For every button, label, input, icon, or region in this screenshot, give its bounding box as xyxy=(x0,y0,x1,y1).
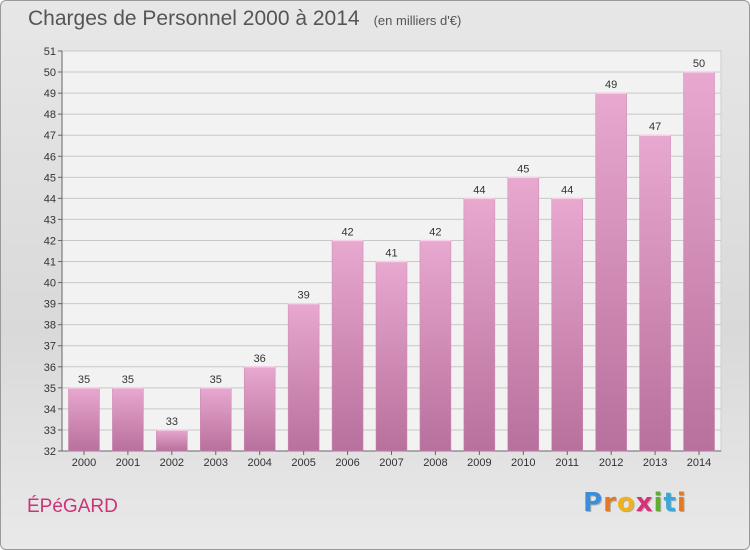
x-tick-label: 2011 xyxy=(555,457,579,469)
chart-subtitle: (en milliers d'€) xyxy=(373,13,462,28)
logo-letter: i xyxy=(653,488,664,518)
place-name: ÉPéGARD xyxy=(27,496,118,517)
bar xyxy=(287,303,320,452)
value-label: 35 xyxy=(122,374,134,386)
x-tick-label: 2003 xyxy=(204,457,228,469)
x-tick-label: 2007 xyxy=(379,457,403,469)
y-tick-label: 49 xyxy=(44,88,56,100)
x-tick-label: 2006 xyxy=(335,457,359,469)
y-tick-label: 46 xyxy=(44,151,56,163)
value-label: 42 xyxy=(429,226,441,238)
x-tick-label: 2002 xyxy=(160,457,184,469)
x-tick-label: 2012 xyxy=(599,457,623,469)
logo-letter: t xyxy=(663,488,677,518)
y-tick-label: 38 xyxy=(44,320,56,332)
x-tick-label: 2008 xyxy=(423,457,447,469)
y-tick-label: 42 xyxy=(44,235,56,247)
bar xyxy=(112,387,144,452)
y-tick-label: 37 xyxy=(44,341,56,353)
x-tick-label: 2000 xyxy=(72,457,96,469)
y-tick-label: 32 xyxy=(44,446,56,458)
bar xyxy=(639,134,671,452)
bar xyxy=(419,240,452,452)
y-tick-label: 45 xyxy=(44,172,56,184)
value-label: 44 xyxy=(473,184,485,196)
x-tick-label: 2009 xyxy=(467,457,491,469)
x-tick-label: 2010 xyxy=(511,457,535,469)
y-tick-label: 34 xyxy=(44,404,56,416)
y-tick-label: 47 xyxy=(44,130,56,142)
value-label: 44 xyxy=(561,184,573,196)
y-tick-label: 43 xyxy=(44,214,56,226)
bar xyxy=(507,177,540,452)
value-label: 39 xyxy=(298,290,310,302)
x-tick-label: 2004 xyxy=(247,457,271,469)
y-tick-label: 44 xyxy=(44,193,56,205)
value-label: 50 xyxy=(693,58,705,70)
value-label: 41 xyxy=(385,248,397,260)
bar xyxy=(375,261,408,452)
value-label: 47 xyxy=(649,121,661,133)
y-tick-label: 51 xyxy=(44,46,56,58)
y-tick-label: 35 xyxy=(44,383,56,395)
chart-title: Charges de Personnel 2000 à 2014 (en mill… xyxy=(28,7,461,31)
y-tick-label: 48 xyxy=(44,109,56,121)
y-tick-label: 33 xyxy=(44,425,56,437)
value-label: 42 xyxy=(341,226,353,238)
x-tick-label: 2005 xyxy=(291,457,315,469)
bar xyxy=(200,387,232,452)
value-label: 33 xyxy=(166,416,178,428)
y-tick-label: 36 xyxy=(44,362,56,374)
value-label: 35 xyxy=(78,374,90,386)
proxiti-logo: Proxiti xyxy=(583,488,687,518)
bar xyxy=(156,429,188,452)
y-tick-label: 41 xyxy=(44,257,56,269)
logo-letter: i xyxy=(676,488,687,518)
value-label: 49 xyxy=(605,79,617,91)
x-tick-label: 2013 xyxy=(643,457,667,469)
bar xyxy=(595,92,627,452)
bar xyxy=(683,71,715,452)
x-tick-label: 2014 xyxy=(687,457,711,469)
y-tick-label: 40 xyxy=(44,278,56,290)
title-text: Charges de Personnel 2000 à 2014 xyxy=(28,7,360,30)
value-label: 36 xyxy=(254,353,266,365)
logo-letter: o xyxy=(616,488,636,518)
bar xyxy=(551,198,583,452)
y-tick-label: 50 xyxy=(44,67,56,79)
value-label: 35 xyxy=(210,374,222,386)
logo-letter: P xyxy=(583,488,604,518)
logo-letter: r xyxy=(603,488,617,518)
bar xyxy=(463,198,496,452)
value-label: 45 xyxy=(517,163,529,175)
bar xyxy=(331,240,364,452)
x-tick-label: 2001 xyxy=(116,457,140,469)
logo-letter: x xyxy=(635,488,654,518)
bar xyxy=(68,387,100,452)
y-tick-label: 39 xyxy=(44,299,56,311)
bar xyxy=(243,366,276,452)
